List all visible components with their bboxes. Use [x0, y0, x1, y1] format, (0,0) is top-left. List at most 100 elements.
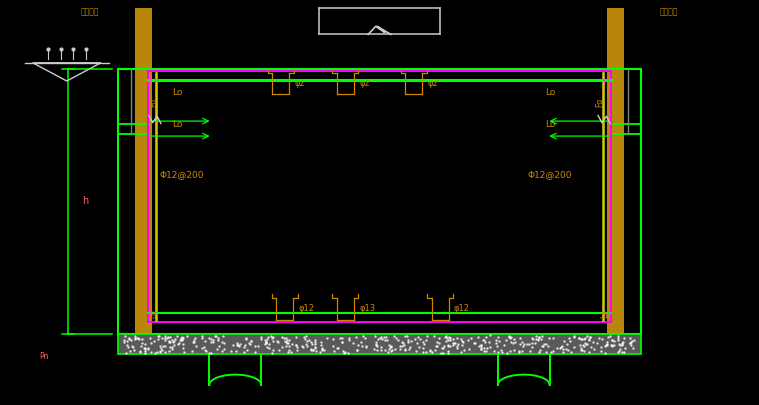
Point: [152, 333, 164, 339]
Point: [171, 333, 183, 339]
Point: [255, 334, 267, 341]
Point: [578, 336, 590, 342]
Point: [505, 339, 518, 345]
Text: Lo: Lo: [150, 309, 159, 318]
Point: [431, 343, 443, 349]
Point: [131, 335, 143, 341]
Point: [163, 338, 175, 344]
Point: [532, 335, 544, 342]
Point: [420, 349, 433, 356]
Point: [307, 347, 319, 354]
Point: [137, 339, 149, 346]
Text: φ12: φ12: [454, 304, 470, 313]
Point: [148, 338, 160, 344]
Point: [389, 346, 401, 352]
Point: [351, 347, 363, 354]
Point: [301, 341, 313, 347]
Point: [600, 342, 613, 349]
Point: [360, 344, 372, 350]
Point: [388, 333, 400, 339]
Point: [439, 343, 451, 349]
Point: [369, 333, 381, 339]
Point: [347, 340, 359, 346]
Point: [142, 345, 154, 351]
Point: [449, 339, 461, 346]
Point: [537, 342, 550, 349]
Point: [356, 343, 368, 349]
Point: [213, 343, 225, 349]
Point: [480, 334, 492, 341]
Point: [379, 337, 391, 343]
Point: [395, 339, 408, 346]
Point: [437, 345, 449, 351]
Point: [562, 347, 575, 353]
Point: [276, 334, 288, 341]
Point: [191, 343, 203, 349]
Point: [398, 346, 411, 353]
Point: [317, 347, 329, 353]
Point: [498, 342, 510, 349]
Point: [626, 338, 638, 344]
Point: [128, 335, 140, 342]
Point: [450, 343, 462, 350]
Point: [120, 350, 132, 356]
Point: [578, 348, 590, 354]
Point: [219, 339, 231, 346]
Point: [281, 340, 293, 346]
Point: [123, 335, 135, 341]
Point: [465, 335, 477, 342]
Point: [176, 334, 188, 340]
Text: φ2: φ2: [427, 79, 438, 87]
Text: Pn: Pn: [39, 352, 49, 361]
Point: [503, 333, 515, 339]
Point: [134, 348, 146, 355]
Point: [164, 338, 176, 345]
Point: [159, 343, 171, 349]
Point: [533, 349, 545, 356]
Point: [540, 341, 552, 347]
Point: [478, 339, 490, 345]
Point: [279, 338, 291, 345]
Point: [535, 336, 547, 342]
Point: [263, 334, 275, 341]
Point: [518, 341, 530, 347]
Point: [468, 340, 480, 347]
Point: [249, 343, 261, 350]
Point: [315, 342, 327, 349]
Point: [385, 344, 397, 350]
Point: [335, 339, 348, 345]
Point: [403, 346, 415, 353]
Point: [452, 341, 464, 347]
Point: [577, 342, 589, 349]
Point: [399, 333, 411, 339]
Point: [299, 336, 311, 343]
Point: [187, 339, 200, 345]
Point: [515, 347, 528, 354]
Point: [131, 335, 143, 341]
Point: [431, 338, 443, 345]
Point: [593, 335, 605, 342]
Point: [612, 335, 624, 341]
Point: [604, 332, 616, 339]
Point: [451, 334, 463, 341]
Point: [337, 348, 349, 354]
Point: [458, 347, 470, 353]
Point: [480, 347, 493, 354]
Point: [166, 343, 178, 350]
Text: φ13: φ13: [359, 304, 375, 313]
Point: [189, 335, 201, 341]
Point: [513, 349, 525, 355]
Point: [282, 349, 294, 355]
Point: [248, 349, 260, 355]
Point: [442, 337, 455, 343]
Point: [576, 336, 588, 342]
Point: [618, 335, 630, 341]
Point: [259, 341, 271, 347]
Point: [152, 336, 164, 342]
Point: [260, 339, 272, 345]
Point: [206, 350, 218, 356]
Point: [587, 339, 599, 345]
Text: h: h: [82, 196, 88, 207]
Point: [576, 346, 588, 353]
Point: [596, 336, 608, 342]
